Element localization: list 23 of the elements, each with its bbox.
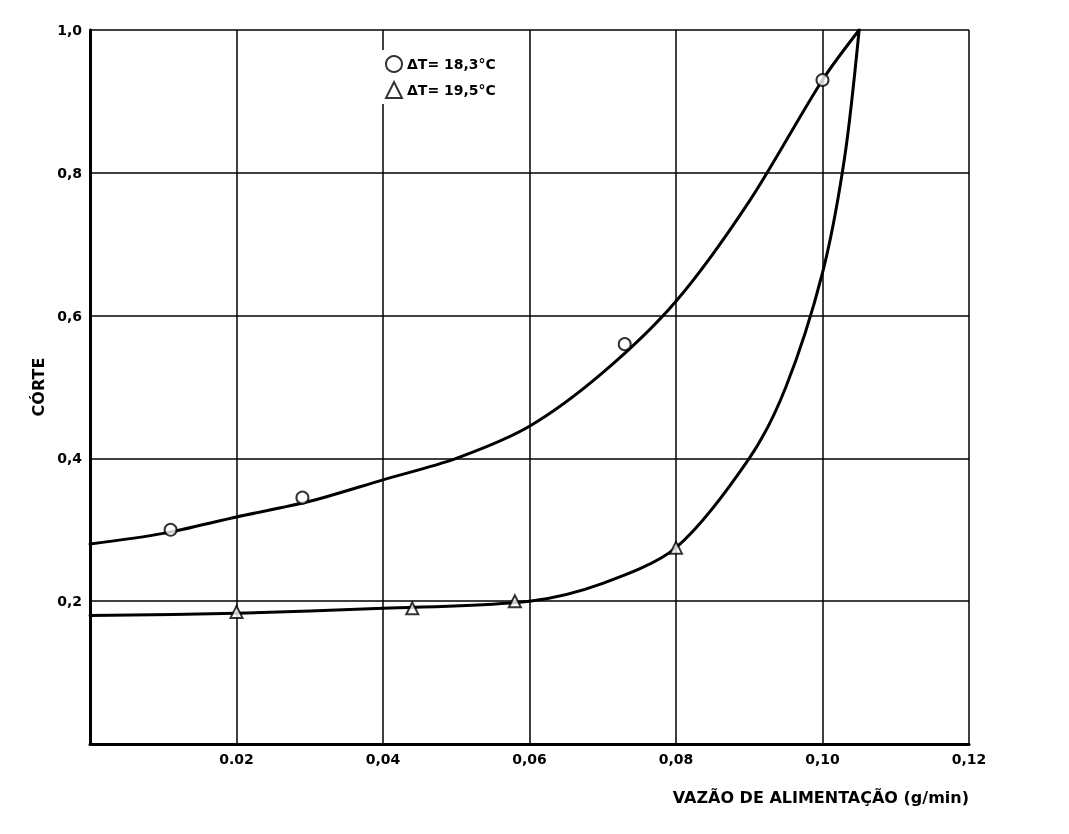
point xyxy=(669,540,683,555)
point xyxy=(405,601,420,616)
x-tick-label: 0,06 xyxy=(512,751,547,767)
y-tick-label: 0,2 xyxy=(57,593,82,610)
y-axis-title: CÓRTE xyxy=(28,357,48,417)
point xyxy=(295,490,310,505)
x-axis-title: VAZÃO DE ALIMENTAÇÃO (g/min) xyxy=(672,787,969,807)
point xyxy=(617,337,632,352)
y-tick-label: 1,0 xyxy=(57,22,83,38)
point xyxy=(815,72,830,87)
y-tick-label: 0,6 xyxy=(57,307,82,324)
x-tick-label: 0,12 xyxy=(951,751,987,767)
x-tick-label: 0,04 xyxy=(365,751,401,767)
x-tick-label: 0.02 xyxy=(219,751,254,767)
y-tick-label: 0,4 xyxy=(57,450,83,467)
y-tick-label: 0,8 xyxy=(57,164,82,181)
legend-label: ΔT= 19,5°C xyxy=(407,82,496,98)
x-tick-label: 0,08 xyxy=(658,751,694,767)
x-tick-label: 0,10 xyxy=(805,751,841,767)
point xyxy=(229,604,244,619)
legend-label: ΔT= 18,3°C xyxy=(407,56,496,72)
point xyxy=(507,594,522,609)
point xyxy=(163,522,178,537)
